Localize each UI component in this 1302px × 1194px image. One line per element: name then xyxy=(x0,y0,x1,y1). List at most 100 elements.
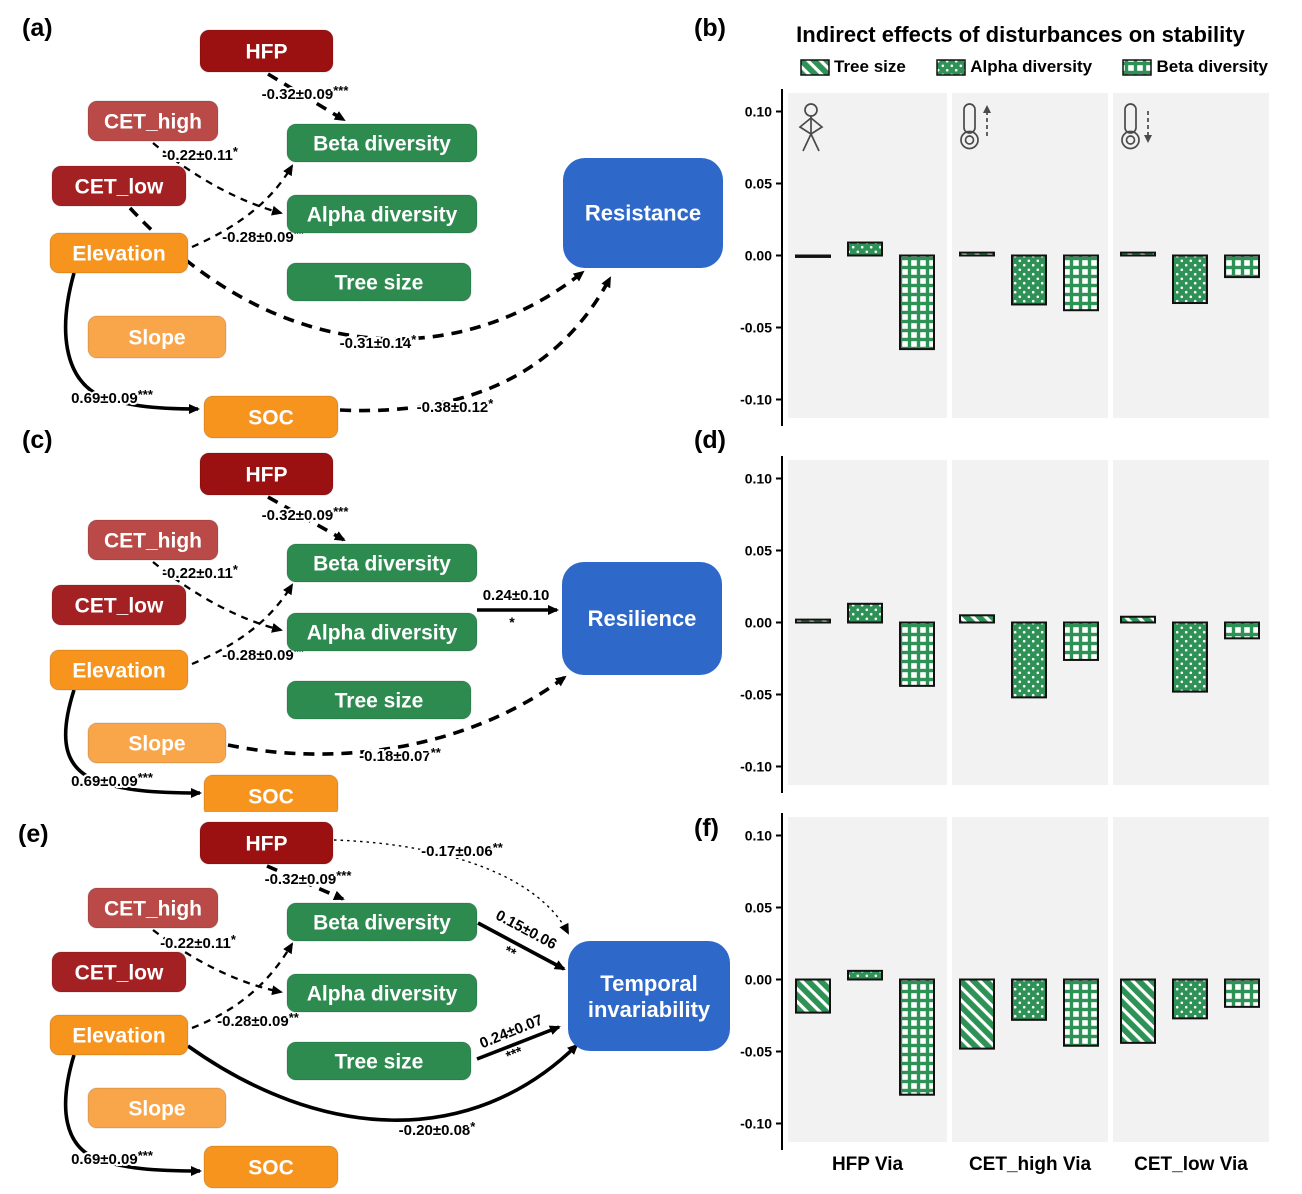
svg-text:HFP: HFP xyxy=(246,464,288,487)
bar-tree-size-cet_low xyxy=(1120,615,1156,624)
svg-text:CET_low: CET_low xyxy=(75,962,164,985)
svg-text:HFP: HFP xyxy=(246,41,288,64)
edge-coefficient: -0.18±0.07** xyxy=(359,745,442,765)
legend-swatch-dots-icon xyxy=(936,58,966,76)
legend-swatch-hatch-icon xyxy=(800,58,830,76)
sem-edge-cet_high-to-alpha xyxy=(152,561,283,633)
panel-letter-c: (c) xyxy=(22,426,53,454)
panel-letter-b: (b) xyxy=(694,14,726,42)
bar-alpha-diversity-cet_high xyxy=(1011,621,1047,699)
svg-text:Slope: Slope xyxy=(128,733,185,756)
edge-significance: * xyxy=(509,614,515,630)
bar-beta-diversity-cet_high xyxy=(1063,254,1099,312)
sem-edge-cet_high-to-alpha xyxy=(152,142,283,216)
svg-text:Alpha diversity: Alpha diversity xyxy=(307,622,458,645)
legend-item-alpha-diversity: Alpha diversity xyxy=(936,57,1092,77)
sem-edge-elevation-to-beta xyxy=(191,942,294,1030)
bar-beta-diversity-hfp xyxy=(899,254,935,351)
y-tick-label: 0.00 xyxy=(745,248,772,264)
sem-edge-elevation-to-beta xyxy=(191,583,294,666)
sem-node-slope: Slope xyxy=(87,1087,227,1129)
legend-item-tree-size: Tree size xyxy=(800,57,906,77)
sem-node-elevation: Elevation xyxy=(49,649,189,691)
bar-beta-diversity-cet_high xyxy=(1063,978,1099,1047)
sem-node-cet-low: CET_low xyxy=(51,951,187,993)
sem-node-cet-high: CET_high xyxy=(87,519,219,561)
chart-legend: Tree size Alpha diversity Beta diversity xyxy=(800,57,1268,77)
svg-text:SOC: SOC xyxy=(248,786,294,809)
edge-coefficient: 0.24±0.10 xyxy=(483,587,550,604)
sem-diagram-temporal-invariability: -0.17±0.06** -0.32±0.09*** -0.22±0.11* -0.2… xyxy=(49,821,730,1189)
svg-text:SOC: SOC xyxy=(248,1157,294,1180)
human-icon xyxy=(798,103,824,152)
sem-node-alpha: Alpha diversity xyxy=(286,612,478,652)
sem-node-alpha: Alpha diversity xyxy=(286,973,478,1013)
panel-letter-d: (d) xyxy=(694,426,726,454)
bar-beta-diversity-hfp xyxy=(899,621,935,687)
svg-text:SOC: SOC xyxy=(248,407,294,430)
sem-edge-slope-to-out xyxy=(227,675,567,756)
sem-edge-elevation-to-beta xyxy=(191,164,294,249)
bar-alpha-diversity-cet_low xyxy=(1172,978,1208,1020)
sem-node-cet-high: CET_high xyxy=(87,100,219,142)
sem-node-cet-low: CET_low xyxy=(51,165,187,207)
edge-coefficient: -0.32±0.09*** xyxy=(262,504,350,524)
sem-edge-elevation-to-out xyxy=(186,1043,579,1122)
edge-coefficient: -0.32±0.09*** xyxy=(262,83,350,103)
sem-edge-beta-to-out xyxy=(477,921,566,971)
bar-beta-diversity-cet_low xyxy=(1224,621,1260,640)
sem-node-soc: SOC xyxy=(203,1145,339,1189)
legend-label: Beta diversity xyxy=(1156,57,1268,76)
y-tick-label: 0.05 xyxy=(745,900,772,916)
edge-coefficient: -0.22±0.11* xyxy=(162,562,239,582)
sem-node-elevation: Elevation xyxy=(49,232,189,274)
sem-edge-hfp-to-beta xyxy=(267,72,346,122)
svg-text:Slope: Slope xyxy=(128,1098,185,1121)
svg-text:Elevation: Elevation xyxy=(72,1025,165,1048)
svg-text:CET_low: CET_low xyxy=(75,176,164,199)
y-tick-label: -0.05 xyxy=(740,1044,772,1060)
edge-coefficient: -0.31±0.14* xyxy=(340,332,418,352)
edge-coefficient: -0.20±0.08* xyxy=(399,1119,477,1139)
legend-label: Tree size xyxy=(834,57,906,76)
edge-coefficient: -0.38±0.12* xyxy=(417,396,495,416)
sem-node-tree: Tree size xyxy=(286,680,472,720)
svg-text:Slope: Slope xyxy=(128,327,185,350)
svg-text:Elevation: Elevation xyxy=(72,243,165,266)
svg-text:Resilience: Resilience xyxy=(588,606,697,631)
svg-text:CET_low: CET_low xyxy=(75,595,164,618)
sem-edge-cet_low-to-out xyxy=(128,206,585,341)
bar-alpha-diversity-cet_high xyxy=(1011,978,1047,1021)
sem-node-beta: Beta diversity xyxy=(286,902,478,942)
bar-alpha-diversity-hfp xyxy=(847,969,883,981)
bar-alpha-diversity-cet_low xyxy=(1172,621,1208,693)
chart-title: Indirect effects of disturbances on stab… xyxy=(796,22,1245,47)
sem-node-cet-low: CET_low xyxy=(51,584,187,626)
y-tick-label: -0.10 xyxy=(740,759,772,775)
y-tick-label: 0.10 xyxy=(745,104,772,120)
svg-text:Beta diversity: Beta diversity xyxy=(313,912,451,935)
x-axis-label: CET_low Via xyxy=(1134,1154,1248,1175)
sem-node-alpha: Alpha diversity xyxy=(286,194,478,234)
edge-coefficient: -0.32±0.09*** xyxy=(265,868,353,888)
sem-node-tree: Tree size xyxy=(286,262,472,302)
svg-text:Tree size: Tree size xyxy=(335,272,424,295)
svg-text:CET_high: CET_high xyxy=(104,530,202,553)
bar-tree-size-cet_low xyxy=(1120,251,1156,257)
sem-node-beta: Beta diversity xyxy=(286,543,478,583)
edge-coefficient: -0.28±0.09** xyxy=(217,1010,300,1030)
svg-text:Tree size: Tree size xyxy=(335,690,424,713)
edge-coefficient: -0.22±0.11* xyxy=(162,144,239,164)
bar-tree-size-hfp xyxy=(795,254,831,258)
bar-chart-temporal-invariability: 0.10 0.05 0.00 -0.05 -0.10 HFP Via CET_high Vi… xyxy=(740,813,1269,1175)
edge-coefficient: 0.69±0.09*** xyxy=(71,770,154,790)
bar-tree-size-hfp xyxy=(795,618,831,624)
y-tick-label: -0.05 xyxy=(740,687,772,703)
bar-beta-diversity-cet_high xyxy=(1063,621,1099,661)
y-tick-label: 0.00 xyxy=(745,615,772,631)
x-axis-label: CET_high Via xyxy=(969,1154,1092,1175)
sem-edge-tree-to-out xyxy=(476,1025,561,1061)
svg-text:Alpha diversity: Alpha diversity xyxy=(307,983,458,1006)
sem-diagram-resistance: -0.32±0.09***-0.22±0.11*-0.28±0.09**-0.3… xyxy=(49,29,723,439)
